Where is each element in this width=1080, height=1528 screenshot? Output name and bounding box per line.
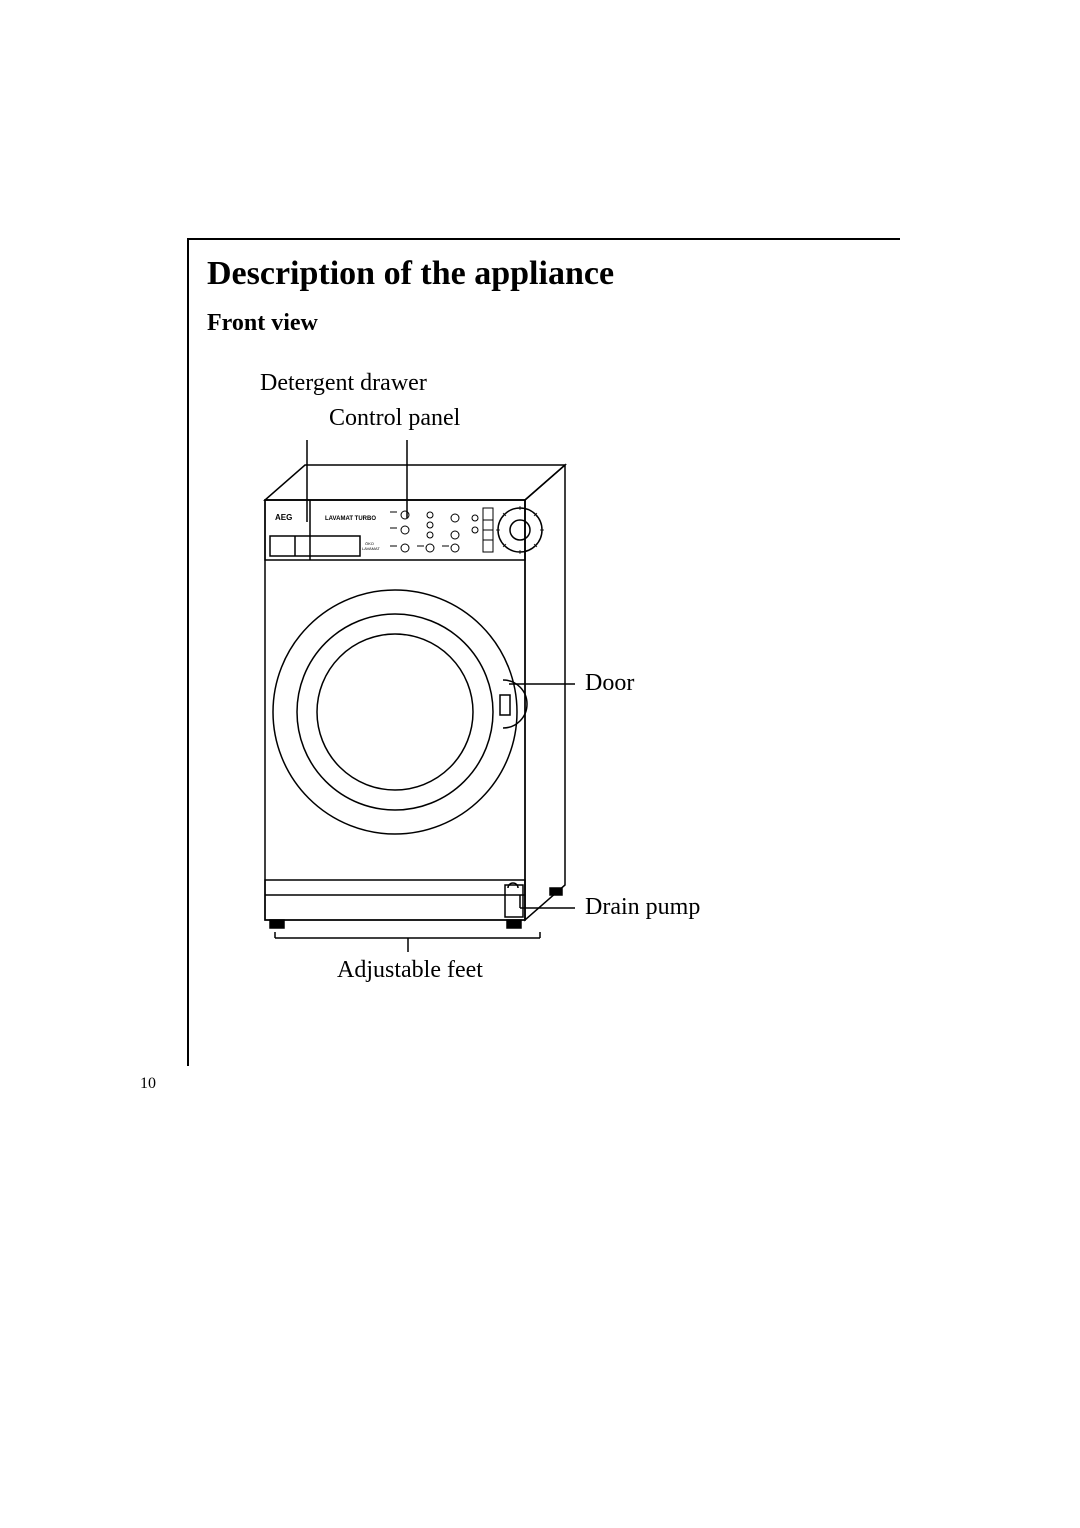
label-control-panel: Control panel [329,405,460,432]
page-title: Description of the appliance [207,255,614,293]
page-number: 10 [140,1075,156,1093]
section-subheading: Front view [207,310,318,337]
label-detergent-drawer: Detergent drawer [260,370,427,397]
model-text: LAVAMAT TURBO [325,516,376,522]
manual-page: Description of the appliance Front view … [0,0,1080,1528]
brand-text: AEG [275,513,292,522]
svg-text:LAVAMAT: LAVAMAT [362,546,380,551]
appliance-diagram: AEG LAVAMAT TURBO ÖKO LAVAMAT [245,440,795,1000]
frame-border-top [187,238,900,240]
frame-border-left [187,238,189,1066]
